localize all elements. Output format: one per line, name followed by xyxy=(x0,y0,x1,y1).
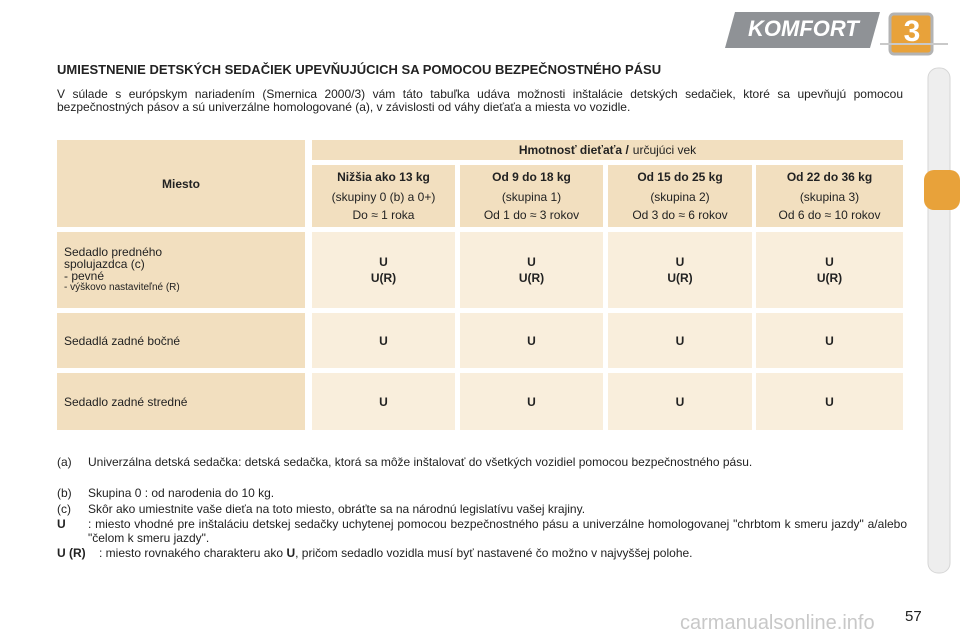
row-label: Sedadlo predného spolujazdca (c) - pevné - … xyxy=(57,232,305,308)
footnote-text: : miesto rovnakého charakteru ako xyxy=(99,546,284,560)
footnote-text: : miesto vhodné pre inštaláciu detskej s… xyxy=(88,517,907,545)
column-line: (skupina 1) xyxy=(501,190,562,204)
column-line: (skupina 2) xyxy=(650,190,710,204)
cell-line: U xyxy=(675,394,685,409)
row-label-line: Sedadlá zadné bočné xyxy=(64,333,181,348)
footnote: U (R) : miesto rovnakého charakteru ako U… xyxy=(57,546,907,560)
chapter-number: 3 xyxy=(903,15,921,48)
footnote-text-end: , pričom sedadlo vozidla musí byť nastav… xyxy=(295,546,693,560)
footnote-emphasis: U xyxy=(286,546,296,560)
column-title: Od 15 do 25 kg xyxy=(637,170,723,184)
footnote: (a) Univerzálna detská sedačka: detská se… xyxy=(57,455,907,469)
table-cell: U xyxy=(460,313,603,368)
footnote: (c) Skôr ako umiestnite vaše dieťa na tot… xyxy=(57,502,907,516)
cell-line: U xyxy=(527,394,536,409)
footnote-text: Univerzálna detská sedačka: detská sedač… xyxy=(88,455,753,469)
footnote-key: U (R) xyxy=(57,546,86,560)
column-header: Od 15 do 25 kg (skupina 2) Od 3 do ≈ 6 rok… xyxy=(608,165,752,227)
column-line: Od 6 do ≈ 10 rokov xyxy=(778,208,881,222)
footnote-key: (a) xyxy=(57,455,72,469)
cell-line: U xyxy=(825,394,834,409)
footnote-body: : miesto rovnakého charakteru ako U, pri… xyxy=(99,546,907,560)
corner-cell: Miesto xyxy=(57,140,305,227)
column-line: (skupina 3) xyxy=(799,190,860,204)
column-line: (skupiny 0 (b) a 0+) xyxy=(331,190,436,204)
row-label-line: - pevné xyxy=(64,269,105,283)
table-cell: U xyxy=(312,373,455,430)
row-label: Sedadlo zadné stredné xyxy=(57,373,305,430)
title: UMIESTNENIE DETSKÝCH SEDAČIEK UPEVŇUJÚCI… xyxy=(57,62,662,77)
column-title: Od 9 do 18 kg xyxy=(492,170,571,184)
footnote-text: Skôr ako umiestnite vaše dieťa na toto m… xyxy=(88,502,586,516)
cell-line: U xyxy=(379,394,388,409)
footnote-key: (b) xyxy=(57,486,72,500)
footnote-key: (c) xyxy=(57,502,71,516)
table-cell: U U(R) xyxy=(756,232,903,308)
group-header-bold: Hmotnosť dieťaťa / xyxy=(518,143,629,157)
cell-line: U xyxy=(675,333,685,348)
column-line: Od 1 do ≈ 3 rokov xyxy=(483,208,580,222)
cell-line: U xyxy=(379,333,388,348)
column-header: Od 22 do 36 kg (skupina 3) Od 6 do ≈ 10 ro… xyxy=(756,165,903,227)
table-cell: U xyxy=(608,373,752,430)
table-cell: U xyxy=(756,313,903,368)
cell-line: U xyxy=(527,255,536,269)
intro: V súlade s európskym nariadením (Smernic… xyxy=(57,87,903,114)
footnote: U : miesto vhodné pre inštaláciu detskej … xyxy=(57,517,907,545)
cell-line: U(R) xyxy=(370,271,397,285)
watermark: carmanualsonline.info xyxy=(680,612,875,634)
footnote: (b) Skupina 0 : od narodenia do 10 kg. xyxy=(57,486,907,500)
row-label-line: Sedadlo predného xyxy=(64,245,163,259)
row-label-line: Sedadlo zadné stredné xyxy=(64,394,188,409)
group-header-normal: určujúci vek xyxy=(632,143,697,157)
table-cell: U xyxy=(756,373,903,430)
cell-line: U xyxy=(825,333,834,348)
page-number: 57 xyxy=(905,608,922,625)
cell-line: U xyxy=(527,333,536,348)
group-header: Hmotnosť dieťaťa / určujúci vek xyxy=(312,140,903,160)
footnote-key: U xyxy=(57,517,66,531)
row-label: Sedadlá zadné bočné xyxy=(57,313,305,368)
cell-line: U(R) xyxy=(816,271,843,285)
cell-line: U xyxy=(825,255,834,269)
cell-line: U xyxy=(379,255,388,269)
table-cell: U U(R) xyxy=(312,232,455,308)
cell-line: U xyxy=(675,255,685,269)
cell-line: U(R) xyxy=(667,271,693,285)
column-line: Do ≈ 1 roka xyxy=(352,208,415,222)
cell-line: U(R) xyxy=(518,271,545,285)
footnote-text: Skupina 0 : od narodenia do 10 kg. xyxy=(88,486,275,500)
table-cell: U U(R) xyxy=(608,232,752,308)
column-line: Od 3 do ≈ 6 rokov xyxy=(632,208,728,222)
table-cell: U U(R) xyxy=(460,232,603,308)
active-tab xyxy=(924,170,960,210)
corner-text: Miesto xyxy=(161,176,200,191)
table-cell: U xyxy=(312,313,455,368)
column-title: Od 22 do 36 kg xyxy=(786,170,873,184)
side-tabs xyxy=(927,67,951,574)
section-title: KOMFORT xyxy=(748,16,859,41)
row-label-line: - výškovo nastaviteľné (R) xyxy=(64,282,180,293)
column-header: Od 9 do 18 kg (skupina 1) Od 1 do ≈ 3 roko… xyxy=(460,165,603,227)
row-label-line: spolujazdca (c) xyxy=(64,257,145,271)
column-header: Nižšia ako 13 kg (skupiny 0 (b) a 0+) Do ≈… xyxy=(312,165,455,227)
column-title: Nižšia ako 13 kg xyxy=(337,170,430,184)
table-cell: U xyxy=(460,373,603,430)
table-cell: U xyxy=(608,313,752,368)
header-bar xyxy=(725,12,880,48)
